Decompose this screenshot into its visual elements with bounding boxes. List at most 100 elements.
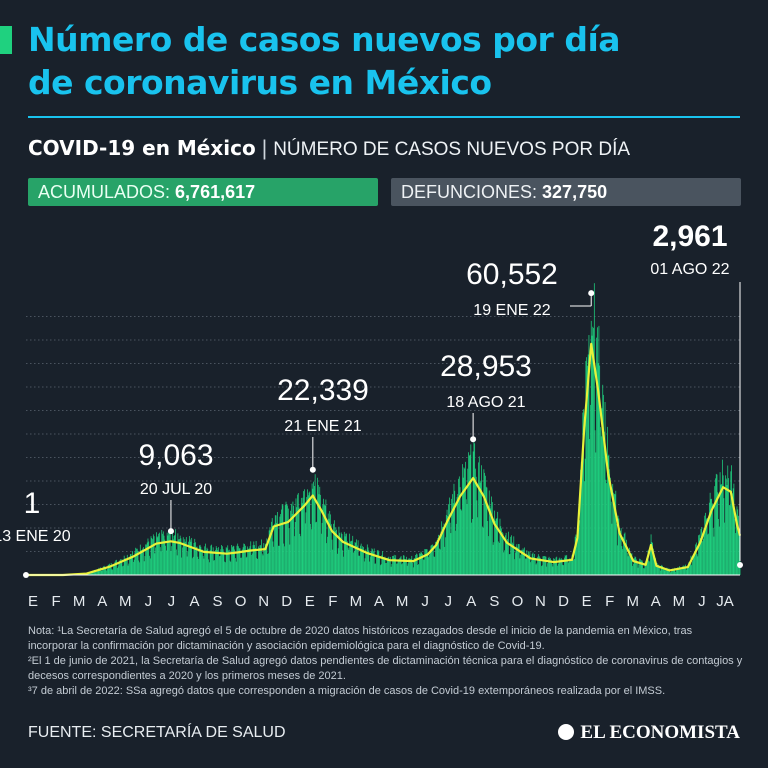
daily-bar (675, 569, 677, 575)
footnote-2: ²El 1 de junio de 2021, la Secretaría de… (28, 655, 743, 682)
daily-bar (118, 561, 120, 575)
daily-bar (319, 486, 321, 575)
daily-bar (299, 533, 301, 575)
daily-bar (157, 536, 159, 575)
daily-bar (715, 473, 717, 575)
daily-bar (432, 545, 434, 575)
daily-bar (189, 536, 190, 575)
daily-bar (681, 569, 683, 575)
daily-bar (104, 567, 106, 575)
daily-bar (377, 549, 379, 575)
daily-bar (307, 489, 308, 575)
daily-bar (417, 564, 419, 575)
daily-bar (612, 483, 614, 575)
daily-bar (674, 567, 676, 575)
daily-bar (202, 556, 204, 575)
month-tick-label: D (281, 593, 292, 610)
subtitle-light: NÚMERO DE CASOS NUEVOS POR DÍA (273, 139, 631, 160)
daily-bar (638, 564, 640, 575)
daily-bar (216, 548, 218, 575)
daily-bar (502, 533, 504, 575)
daily-bar (525, 558, 527, 575)
daily-bar (606, 426, 608, 575)
daily-bar (408, 558, 410, 575)
daily-bar (247, 546, 249, 575)
daily-bar (702, 538, 704, 575)
daily-bar (463, 467, 465, 575)
daily-bar (109, 563, 110, 575)
daily-bar (160, 551, 162, 575)
month-tick-label: A (374, 593, 384, 610)
daily-bar (718, 518, 719, 575)
daily-bar (113, 564, 115, 575)
daily-bar (704, 515, 706, 575)
daily-bar (715, 478, 716, 575)
daily-bar (340, 537, 341, 575)
daily-bar (287, 508, 289, 575)
daily-bar (565, 556, 567, 575)
daily-bar (297, 493, 299, 575)
daily-bar (585, 360, 587, 575)
daily-bar (421, 552, 423, 575)
daily-bar (498, 542, 500, 575)
daily-bar (442, 526, 443, 575)
daily-bar (268, 530, 270, 575)
daily-bar (270, 529, 272, 575)
daily-bar (520, 554, 522, 575)
daily-bar (175, 529, 176, 575)
daily-bar (259, 545, 261, 575)
daily-bar (425, 549, 426, 575)
daily-bar (599, 365, 601, 575)
annotation-value: 1 (24, 487, 41, 520)
daily-bar (554, 558, 555, 575)
daily-bar (592, 326, 594, 575)
daily-bar (222, 549, 224, 575)
daily-bar (689, 561, 691, 575)
daily-bar (394, 558, 396, 575)
daily-bar (320, 533, 322, 575)
daily-bar (257, 558, 259, 575)
daily-bar (560, 559, 561, 575)
daily-bar (726, 485, 728, 575)
daily-bar (459, 487, 461, 575)
daily-bar (537, 556, 538, 575)
daily-bar (410, 558, 412, 575)
daily-bar (248, 548, 249, 575)
daily-bar (140, 550, 142, 575)
daily-bar (367, 547, 369, 575)
daily-bar (458, 478, 459, 575)
daily-bar (397, 559, 399, 575)
accumulated-badge: ACUMULADOS: 6,761,617 (28, 178, 378, 206)
daily-bar (271, 518, 273, 575)
daily-bar (249, 546, 251, 575)
daily-bar (446, 509, 448, 575)
daily-bar (236, 545, 238, 575)
daily-bar (399, 557, 401, 575)
daily-bar (616, 523, 617, 575)
daily-bar (521, 549, 522, 575)
daily-bar (282, 505, 284, 575)
daily-bar (386, 558, 388, 575)
daily-bar (419, 553, 421, 575)
daily-bar (393, 554, 395, 575)
daily-bar (324, 505, 326, 575)
daily-bar (305, 512, 307, 575)
daily-bar (260, 545, 262, 575)
daily-bar (278, 545, 280, 575)
daily-bar (575, 534, 577, 575)
daily-bar (231, 547, 233, 575)
daily-bar (672, 568, 673, 575)
daily-bar (455, 530, 456, 575)
daily-bar (317, 484, 319, 575)
daily-bar (450, 533, 452, 575)
daily-bar (587, 354, 589, 575)
daily-bar (511, 535, 512, 575)
daily-bar (366, 551, 367, 575)
daily-bar (651, 542, 653, 575)
deaths-badge: DEFUNCIONES: 327,750 (391, 178, 741, 206)
daily-bar (307, 495, 309, 575)
daily-bar (729, 505, 731, 575)
daily-bar (467, 468, 469, 575)
daily-bar (684, 565, 686, 575)
daily-bar (208, 559, 209, 575)
